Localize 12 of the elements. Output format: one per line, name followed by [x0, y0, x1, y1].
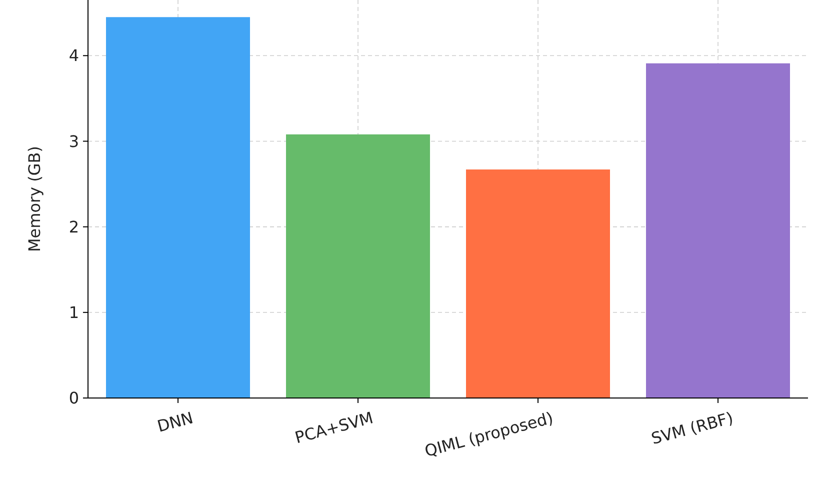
bar: [466, 169, 610, 398]
y-tick-label: 4: [68, 46, 79, 66]
x-tick-label: DNN: [155, 408, 196, 436]
y-tick-label: 0: [68, 388, 79, 408]
y-tick-label: 3: [68, 132, 79, 151]
y-axis-title: Memory (GB): [25, 146, 44, 252]
y-tick-label: 2: [68, 217, 79, 236]
bar: [646, 63, 790, 398]
bar: [106, 17, 250, 398]
bar: [286, 134, 430, 398]
x-tick-label: SVM (RBF): [649, 408, 736, 448]
y-tick-label: 1: [68, 303, 79, 322]
